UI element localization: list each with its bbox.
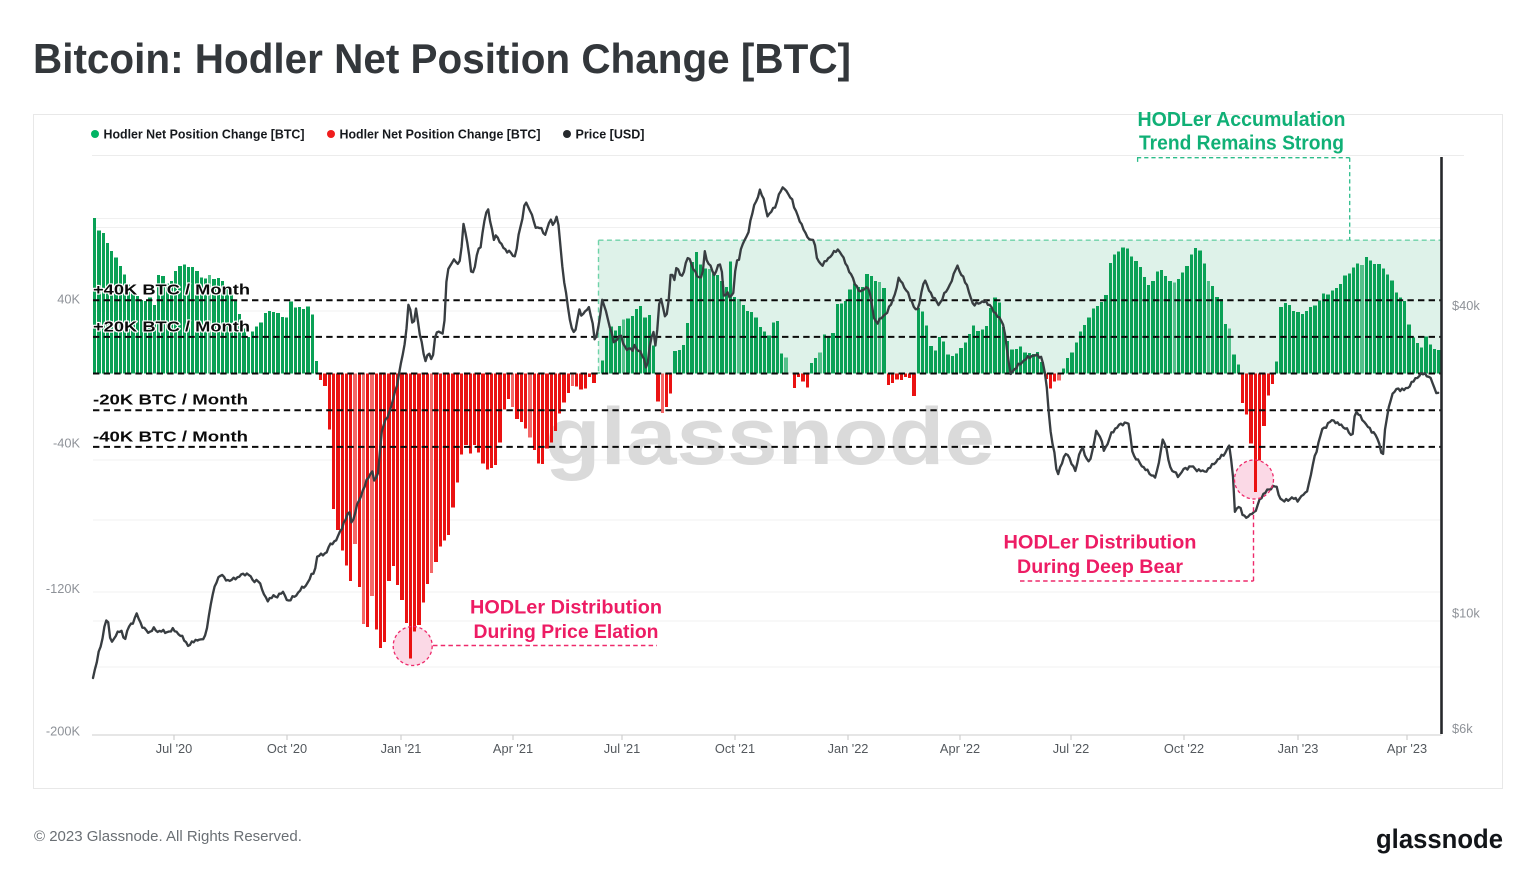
svg-text:Jan '21: Jan '21 xyxy=(381,741,422,756)
svg-text:40K: 40K xyxy=(57,291,80,306)
svg-text:HODLer Accumulation: HODLer Accumulation xyxy=(1138,108,1346,131)
svg-text:glassnode: glassnode xyxy=(545,392,995,482)
svg-text:Jul '22: Jul '22 xyxy=(1053,741,1090,756)
svg-text:+20K BTC / Month: +20K BTC / Month xyxy=(93,320,250,336)
svg-text:+40K BTC / Month: +40K BTC / Month xyxy=(93,283,250,299)
svg-text:Price [USD]: Price [USD] xyxy=(576,127,645,142)
svg-text:HODLer Distribution: HODLer Distribution xyxy=(1004,532,1197,554)
svg-text:Jul '20: Jul '20 xyxy=(156,741,193,756)
svg-text:Hodler Net Position Change [BT: Hodler Net Position Change [BTC] xyxy=(104,127,305,142)
svg-text:Oct '21: Oct '21 xyxy=(715,741,755,756)
svg-text:During Price Elation: During Price Elation xyxy=(474,621,659,643)
svg-text:Jan '23: Jan '23 xyxy=(1278,741,1319,756)
svg-text:$6k: $6k xyxy=(1452,721,1473,736)
svg-text:Jan '22: Jan '22 xyxy=(828,741,869,756)
svg-text:Jul '21: Jul '21 xyxy=(604,741,641,756)
svg-text:$40k: $40k xyxy=(1452,298,1480,313)
svg-text:HODLer Distribution: HODLer Distribution xyxy=(470,597,662,619)
svg-text:$10k: $10k xyxy=(1452,605,1480,620)
svg-text:© 2023 Glassnode. All Rights R: © 2023 Glassnode. All Rights Reserved. xyxy=(34,828,302,845)
svg-text:Hodler Net Position Change [BT: Hodler Net Position Change [BTC] xyxy=(340,127,541,142)
svg-text:Oct '22: Oct '22 xyxy=(1164,741,1204,756)
svg-text:glassnode: glassnode xyxy=(1376,824,1503,854)
svg-text:-40K BTC / Month: -40K BTC / Month xyxy=(93,430,248,446)
svg-text:-40K: -40K xyxy=(53,435,80,450)
svg-text:Apr '21: Apr '21 xyxy=(493,741,533,756)
svg-text:Trend Remains Strong: Trend Remains Strong xyxy=(1139,132,1344,155)
svg-text:Apr '23: Apr '23 xyxy=(1387,741,1427,756)
svg-text:Apr '22: Apr '22 xyxy=(940,741,980,756)
svg-text:During Deep Bear: During Deep Bear xyxy=(1017,556,1183,578)
svg-text:-200K: -200K xyxy=(46,723,81,738)
svg-text:Oct '20: Oct '20 xyxy=(267,741,307,756)
svg-text:-120K: -120K xyxy=(46,581,81,596)
svg-text:-20K BTC / Month: -20K BTC / Month xyxy=(93,393,248,409)
svg-text:Bitcoin: Hodler Net Position C: Bitcoin: Hodler Net Position Change [BTC… xyxy=(33,35,851,82)
